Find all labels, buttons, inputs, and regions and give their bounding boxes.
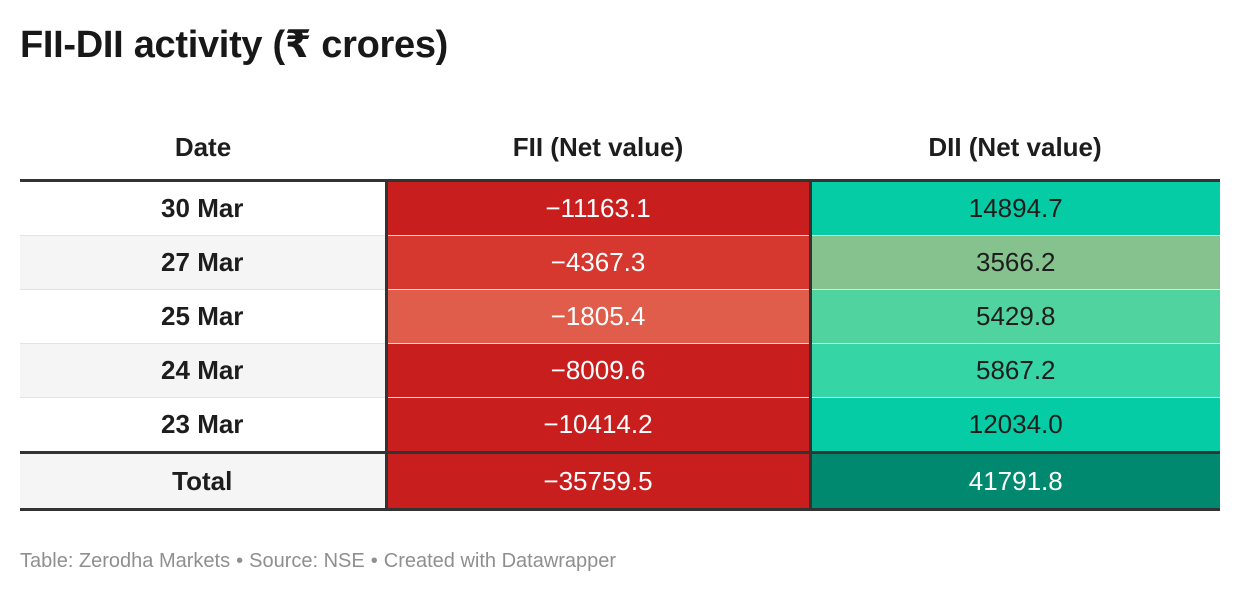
chart-title: FII-DII activity (₹ crores) xyxy=(20,24,449,66)
table-body: 30 Mar −11163.1 14894.7 27 Mar −4367.3 3566.2… xyxy=(20,180,1220,511)
dii-value-cell: 14894.7 xyxy=(810,180,1220,236)
total-row: Total −35759.5 41791.8 xyxy=(20,451,1220,511)
fii-value-cell: −10414.2 xyxy=(386,397,812,453)
fii-value-cell: −8009.6 xyxy=(386,343,812,398)
column-header-dii[interactable]: DII (Net value) xyxy=(810,115,1220,182)
date-cell: Total xyxy=(20,451,388,511)
created-with-credit: Created with Datawrapper xyxy=(383,550,617,572)
table-row: 23 Mar −10414.2 12034.0 xyxy=(20,397,1220,453)
table-row: 30 Mar −11163.1 14894.7 xyxy=(20,180,1220,236)
fii-value-cell: −35759.5 xyxy=(386,451,812,511)
separator: • xyxy=(370,550,378,572)
fii-dii-table: Date FII (Net value) DII (Net value) 30 … xyxy=(20,115,1220,511)
fii-value-cell: −1805.4 xyxy=(386,289,812,344)
header-row: Date FII (Net value) DII (Net value) xyxy=(20,115,1220,182)
column-header-date[interactable]: Date xyxy=(20,115,386,182)
date-cell: 25 Mar xyxy=(20,289,388,344)
separator: • xyxy=(236,550,244,572)
date-cell: 27 Mar xyxy=(20,235,388,290)
source-credit: Source: NSE xyxy=(249,550,365,572)
fii-value-cell: −11163.1 xyxy=(386,180,812,236)
table-row: 24 Mar −8009.6 5867.2 xyxy=(20,343,1220,398)
table-row: 27 Mar −4367.3 3566.2 xyxy=(20,235,1220,290)
fii-value-cell: −4367.3 xyxy=(386,235,812,290)
date-cell: 23 Mar xyxy=(20,397,388,453)
dii-value-cell: 12034.0 xyxy=(810,397,1220,453)
dii-value-cell: 5429.8 xyxy=(810,289,1220,344)
date-cell: 24 Mar xyxy=(20,343,388,398)
dii-value-cell: 5867.2 xyxy=(810,343,1220,398)
dii-value-cell: 3566.2 xyxy=(810,235,1220,290)
column-header-fii[interactable]: FII (Net value) xyxy=(386,115,810,182)
table-row: 25 Mar −1805.4 5429.8 xyxy=(20,289,1220,344)
date-cell: 30 Mar xyxy=(20,180,388,236)
dii-value-cell: 41791.8 xyxy=(810,451,1220,511)
footer: Table: Zerodha Markets • Source: NSE • Creat… xyxy=(20,550,616,573)
table-credit: Table: Zerodha Markets xyxy=(20,550,231,572)
